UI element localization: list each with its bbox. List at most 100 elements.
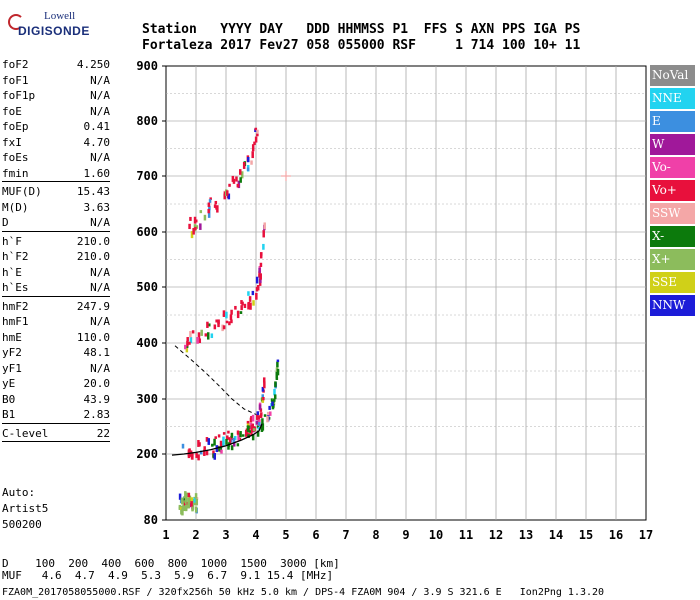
electron-density-profile: [171, 423, 263, 456]
echo-mark: [246, 425, 250, 432]
echo-mark: [185, 345, 189, 353]
echo-mark: [191, 452, 194, 460]
x-tick-label: 17: [639, 528, 653, 542]
y-tick-label: 600: [136, 225, 158, 239]
echo-mark: [186, 337, 189, 342]
param-label: h`E: [2, 265, 22, 279]
echo-mark: [217, 319, 220, 325]
echo-mark: [188, 223, 191, 230]
echo-mark: [187, 497, 190, 504]
param-row: D N/A: [2, 215, 110, 231]
echo-mark: [276, 368, 280, 376]
echo-mark: [263, 222, 266, 230]
param-row: hmF2 247.9: [2, 299, 110, 315]
echo-mark: [215, 206, 218, 210]
echo-mark: [256, 285, 260, 291]
echo-mark: [206, 332, 210, 340]
echo-mark: [193, 502, 196, 506]
echo-mark: [251, 290, 255, 296]
echo-mark: [178, 506, 182, 510]
echo-mark: [271, 406, 275, 410]
echo-mark: [230, 432, 234, 438]
legend-item-x: X-: [650, 226, 695, 247]
echo-mark: [225, 438, 228, 445]
echo-mark: [195, 225, 199, 229]
echo-mark: [240, 171, 244, 179]
x-tick-label: 15: [579, 528, 593, 542]
echo-mark: [227, 437, 231, 440]
echo-mark: [181, 499, 184, 505]
legend-item-vo: Vo-: [650, 157, 695, 178]
ionospheric-parameters: foF2 4.250 foF1 N/A foF1p N/A foE N/A foEp 0.41 fx…: [2, 57, 110, 444]
echo-mark: [275, 377, 279, 380]
param-value: N/A: [90, 151, 110, 164]
param-row: C-level 22: [2, 426, 110, 442]
param-row: foEp 0.41: [2, 119, 110, 135]
echo-mark: [221, 324, 224, 332]
echo-mark: [184, 497, 188, 504]
param-label: h`F2: [2, 250, 29, 263]
echo-mark: [213, 204, 217, 208]
legend-item-noval: NoVal: [650, 65, 695, 86]
echo-mark: [219, 440, 223, 449]
echo-mark: [256, 133, 259, 137]
echo-mark: [235, 176, 238, 182]
x-tick-label: 4: [252, 528, 259, 542]
x-tick-label: 8: [372, 528, 379, 542]
param-value: N/A: [90, 315, 110, 328]
legend-item-nne: NNE: [650, 88, 695, 109]
auto-label: Auto:: [2, 486, 36, 499]
x-tick-label: 9: [402, 528, 409, 542]
x-tick-label: 2: [192, 528, 199, 542]
echo-mark: [191, 330, 195, 334]
y-tick-label: 700: [136, 169, 158, 183]
echo-mark: [261, 394, 265, 399]
echo-mark: [248, 430, 251, 433]
x-tick-label: 5: [282, 528, 289, 542]
echo-mark: [183, 496, 187, 501]
echo-mark: [257, 415, 261, 423]
echo-mark: [186, 340, 189, 347]
echo-mark: [195, 498, 199, 506]
param-row: MUF(D) 15.43: [2, 184, 110, 200]
y-tick-label: 900: [136, 59, 158, 73]
echo-mark: [266, 415, 269, 423]
footer-distance-row: D 100 200 400 600 800 1000 1500 3000 [km…: [2, 557, 340, 570]
param-value: N/A: [90, 104, 110, 118]
echo-mark: [189, 216, 192, 221]
autoscaling-info: Auto: Artist5 500200: [2, 485, 48, 533]
echo-mark: [226, 435, 229, 440]
echo-mark: [252, 428, 256, 432]
echo-mark: [273, 398, 276, 402]
echo-mark: [262, 396, 265, 401]
param-label: foEs: [2, 151, 29, 164]
echo-mark: [197, 440, 200, 447]
echo-mark: [232, 178, 236, 184]
echo-mark: [233, 435, 237, 441]
echo-mark: [251, 434, 255, 441]
echo-mark: [250, 430, 253, 437]
echo-mark: [207, 210, 211, 218]
param-row: h`Es N/A: [2, 280, 110, 296]
echo-mark: [262, 230, 265, 238]
param-row: B0 43.9: [2, 392, 110, 408]
param-value: 1.60: [83, 166, 111, 180]
echo-mark: [198, 338, 202, 344]
echo-mark: [263, 381, 266, 389]
echo-mark: [266, 411, 270, 419]
echo-mark: [239, 177, 242, 183]
echo-mark: [197, 332, 201, 340]
echo-mark: [228, 183, 231, 187]
echo-mark: [259, 252, 263, 259]
echo-mark: [184, 344, 187, 350]
param-label: h`F: [2, 234, 22, 248]
param-value: 110.0: [76, 330, 110, 344]
echo-mark: [254, 127, 258, 131]
echo-mark: [248, 425, 251, 433]
auto-software: Artist5: [2, 502, 49, 515]
param-value: N/A: [90, 281, 110, 294]
x-tick-label: 6: [312, 528, 319, 542]
echo-mark: [246, 167, 250, 172]
param-separator: [2, 295, 110, 299]
param-label: C-level: [2, 426, 49, 440]
